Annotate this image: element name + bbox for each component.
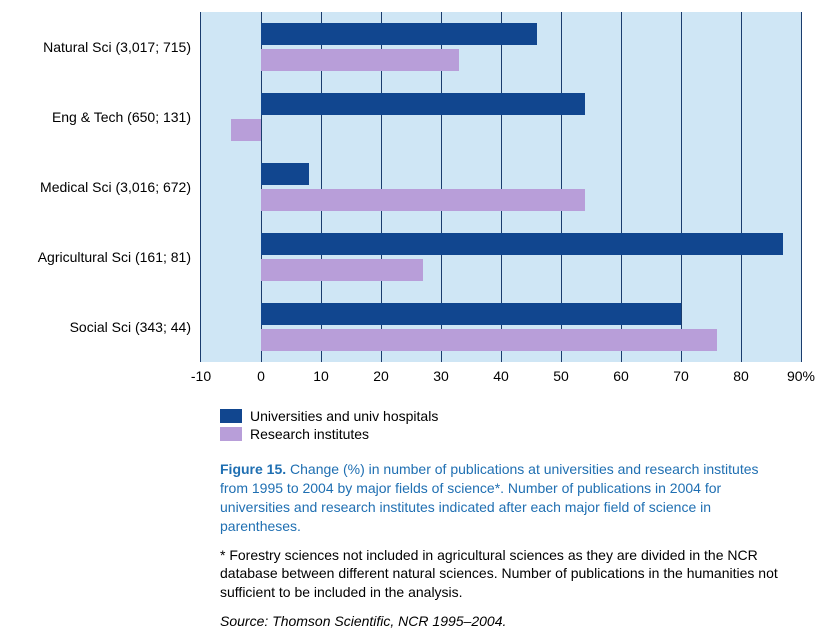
x-tick-label: 90%: [787, 362, 815, 384]
x-tick-label: -10: [191, 362, 211, 384]
bar-inst: [261, 189, 585, 211]
caption-main: Figure 15. Change (%) in number of publi…: [220, 460, 780, 536]
legend-label: Universities and univ hospitals: [250, 408, 438, 424]
legend-label: Research institutes: [250, 426, 369, 442]
legend-swatch: [220, 427, 242, 441]
caption-note: * Forestry sciences not included in agri…: [220, 546, 780, 603]
x-tick-label: 20: [373, 362, 389, 384]
gridline: [741, 12, 742, 362]
x-tick-label: 0: [257, 362, 265, 384]
bar-inst: [231, 119, 261, 141]
bar-univ: [261, 93, 585, 115]
caption-block: Figure 15. Change (%) in number of publi…: [220, 460, 780, 631]
x-tick-label: 30: [433, 362, 449, 384]
x-tick-label: 40: [493, 362, 509, 384]
bar-univ: [261, 233, 783, 255]
bar-inst: [261, 329, 717, 351]
gridline: [681, 12, 682, 362]
x-tick-label: 70: [673, 362, 689, 384]
legend-swatch: [220, 409, 242, 423]
bar-univ: [261, 163, 309, 185]
x-tick-label: 60: [613, 362, 629, 384]
category-label: Medical Sci (3,016; 672): [40, 179, 201, 195]
legend-item: Research institutes: [220, 426, 438, 442]
bar-inst: [261, 259, 423, 281]
figure-label: Figure 15.: [220, 461, 286, 477]
bar-univ: [261, 303, 681, 325]
bar-univ: [261, 23, 537, 45]
x-tick-label: 80: [733, 362, 749, 384]
bar-inst: [261, 49, 459, 71]
x-tick-label: 50: [553, 362, 569, 384]
legend: Universities and univ hospitals Research …: [220, 408, 438, 444]
caption-source: Source: Thomson Scientific, NCR 1995–200…: [220, 612, 780, 631]
caption-main-text: Change (%) in number of publications at …: [220, 461, 759, 534]
category-label: Agricultural Sci (161; 81): [38, 249, 201, 265]
category-label: Eng & Tech (650; 131): [52, 109, 201, 125]
category-label: Social Sci (343; 44): [70, 319, 201, 335]
legend-item: Universities and univ hospitals: [220, 408, 438, 424]
x-tick-label: 10: [313, 362, 329, 384]
category-label: Natural Sci (3,017; 715): [43, 39, 201, 55]
chart-plot-area: -100102030405060708090%Natural Sci (3,01…: [200, 12, 802, 362]
